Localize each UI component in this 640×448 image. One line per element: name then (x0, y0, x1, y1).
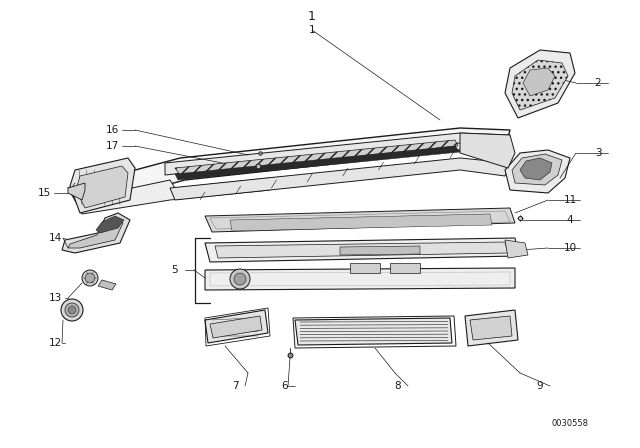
Polygon shape (68, 218, 123, 248)
Polygon shape (295, 318, 452, 345)
Circle shape (234, 273, 246, 285)
Polygon shape (460, 133, 515, 168)
Text: 8: 8 (395, 381, 401, 391)
Polygon shape (205, 208, 515, 232)
Circle shape (82, 270, 98, 286)
Polygon shape (96, 216, 124, 233)
Polygon shape (512, 154, 562, 185)
Polygon shape (215, 242, 508, 258)
Text: 4: 4 (566, 215, 573, 225)
Polygon shape (520, 158, 552, 180)
Text: 5: 5 (172, 265, 179, 275)
Circle shape (61, 299, 83, 321)
Polygon shape (205, 268, 515, 290)
Text: 0030558: 0030558 (552, 418, 589, 427)
Polygon shape (175, 146, 460, 180)
Text: 14: 14 (49, 233, 61, 243)
Text: 10: 10 (563, 243, 577, 253)
Text: 13: 13 (49, 293, 61, 303)
Polygon shape (175, 140, 458, 175)
Polygon shape (205, 238, 518, 262)
Text: 1: 1 (308, 9, 316, 22)
Text: 6: 6 (282, 381, 288, 391)
Polygon shape (98, 280, 116, 290)
Circle shape (65, 303, 79, 317)
Circle shape (230, 269, 250, 289)
Polygon shape (68, 128, 510, 208)
Text: 1: 1 (308, 25, 316, 35)
Polygon shape (465, 310, 518, 346)
Text: 12: 12 (49, 338, 61, 348)
Circle shape (85, 273, 95, 283)
Polygon shape (165, 133, 510, 175)
Text: 3: 3 (595, 148, 602, 158)
Polygon shape (340, 246, 420, 255)
Text: 7: 7 (232, 381, 238, 391)
Polygon shape (505, 50, 575, 118)
Text: 2: 2 (595, 78, 602, 88)
Text: 9: 9 (537, 381, 543, 391)
Text: 16: 16 (106, 125, 118, 135)
Polygon shape (210, 316, 262, 338)
Polygon shape (350, 263, 380, 273)
Polygon shape (76, 166, 128, 208)
Polygon shape (230, 214, 492, 231)
Polygon shape (523, 68, 555, 96)
Text: 15: 15 (37, 188, 51, 198)
Text: 17: 17 (106, 141, 118, 151)
Circle shape (68, 306, 76, 314)
Polygon shape (68, 183, 85, 200)
Polygon shape (470, 316, 512, 340)
Polygon shape (205, 310, 268, 343)
Text: 11: 11 (563, 195, 577, 205)
Polygon shape (505, 150, 570, 193)
Polygon shape (75, 178, 270, 214)
Polygon shape (70, 158, 135, 213)
Polygon shape (62, 213, 130, 253)
Polygon shape (512, 60, 568, 110)
Polygon shape (390, 263, 420, 273)
Polygon shape (170, 158, 510, 200)
Polygon shape (505, 240, 528, 258)
